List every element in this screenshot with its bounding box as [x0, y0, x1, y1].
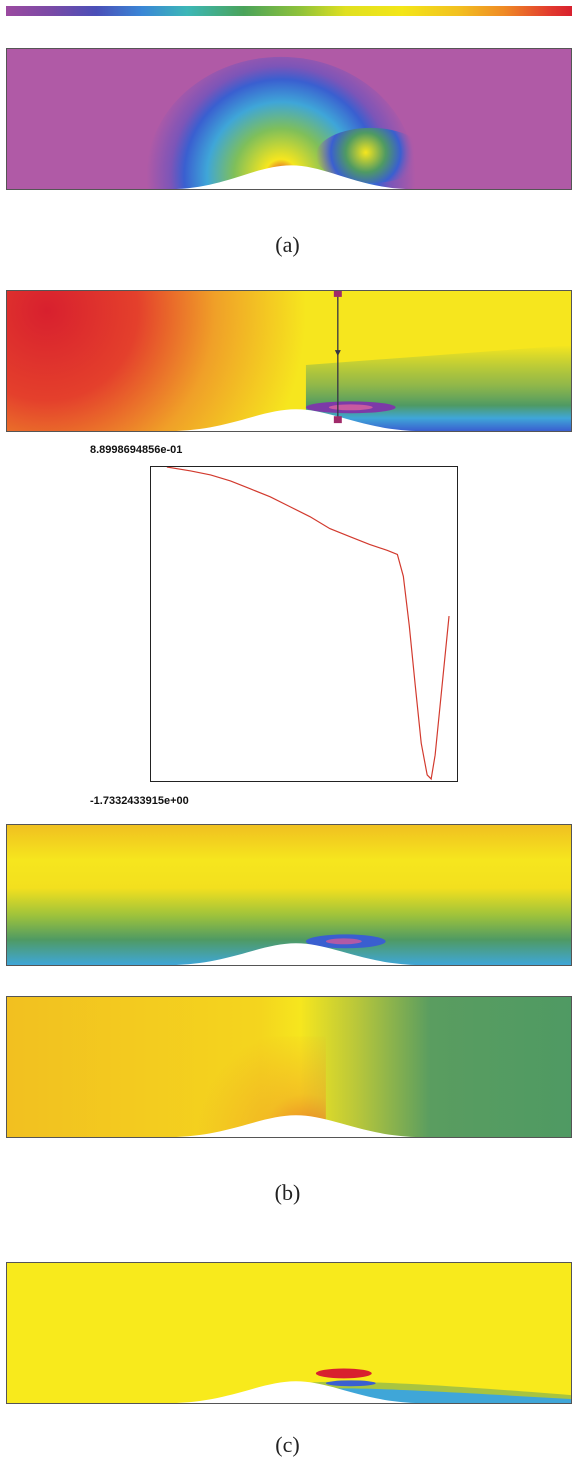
panel-a-field — [6, 48, 572, 190]
line-plot — [150, 466, 458, 782]
panel-b1-field — [6, 290, 572, 432]
panel-b3-field — [6, 996, 572, 1138]
caption-c: (c) — [275, 1432, 300, 1457]
panel-b3-svg — [7, 997, 571, 1137]
caption-b: (b) — [274, 1180, 301, 1205]
caption-a: (a) — [275, 232, 300, 257]
panel-c-svg — [7, 1263, 571, 1403]
panel-b1-svg — [7, 291, 571, 431]
panel-b2-field — [6, 824, 572, 966]
plot-min-label: -1.7332433915e+00 — [90, 795, 189, 807]
panel-c-field — [6, 1262, 572, 1404]
panel-b2-svg — [7, 825, 571, 965]
panel-a-svg — [7, 49, 571, 189]
line-plot-svg — [166, 466, 450, 781]
colormap-legend — [6, 6, 572, 16]
plot-max-label: 8.8998694856e-01 — [90, 444, 183, 456]
